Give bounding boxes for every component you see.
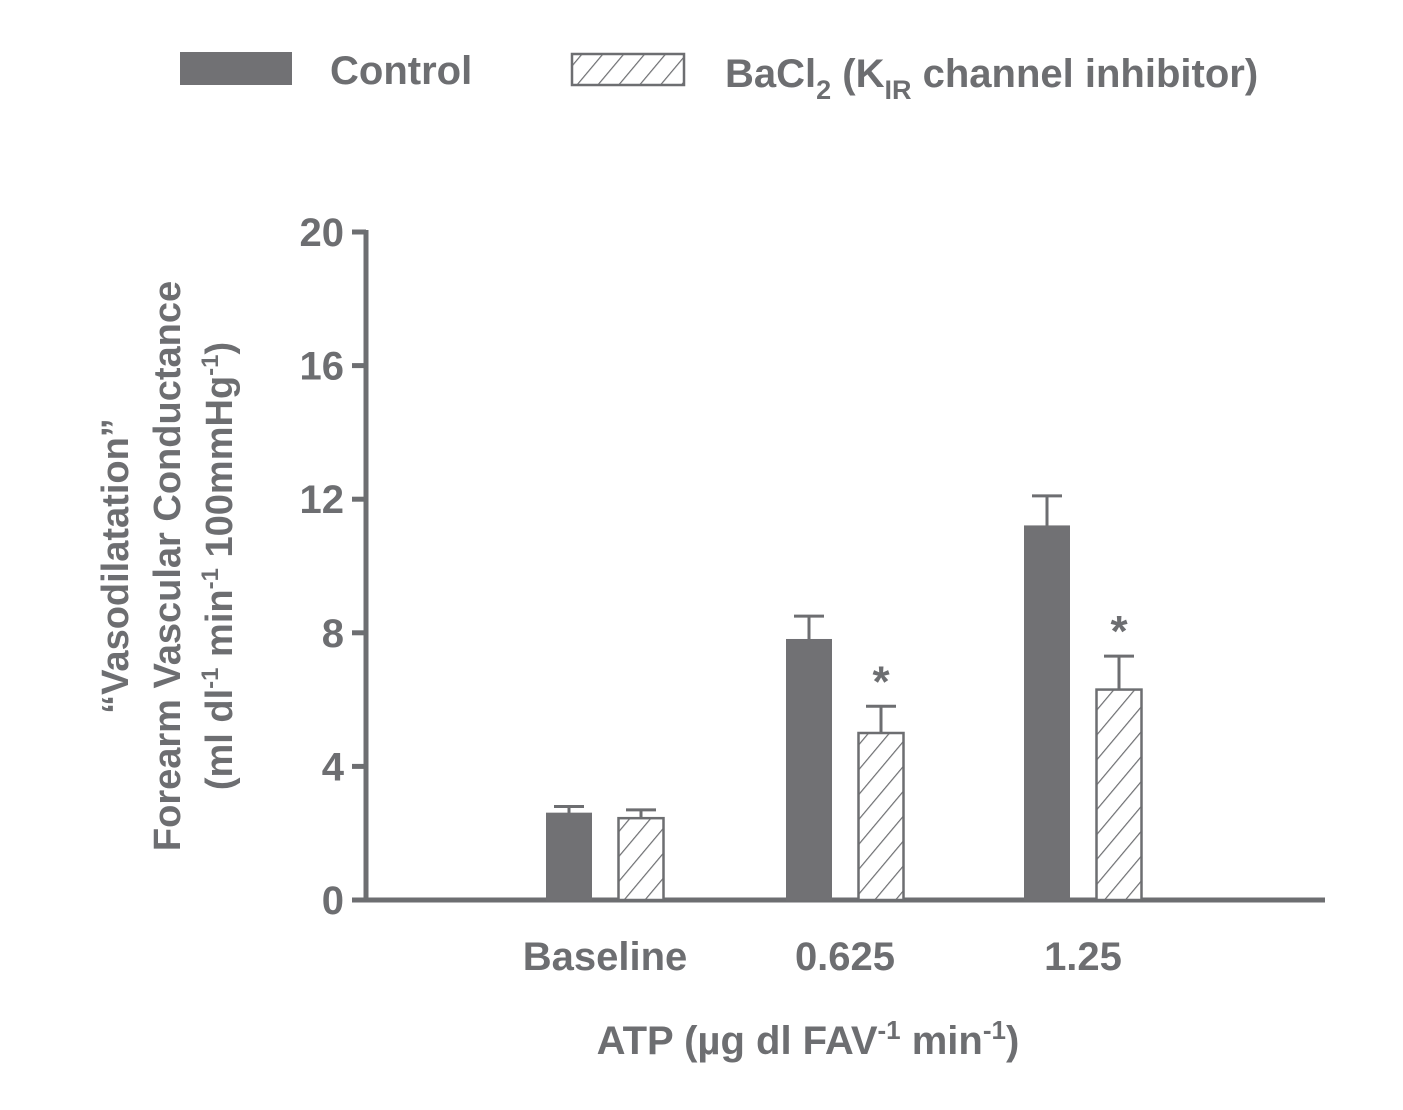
legend-control-label: Control <box>330 49 472 93</box>
legend: Control BaCl2 (KIR channel inhibitor) <box>180 49 1258 105</box>
x-tick-labels: Baseline 0.625 1.25 <box>523 935 1122 979</box>
y-tick-label: 8 <box>322 612 344 656</box>
y-axis-label: “Vasodilatation” Forearm Vascular Conduc… <box>95 281 241 851</box>
bar-control-2 <box>1024 525 1070 901</box>
y-ticks: 0 4 8 12 16 20 <box>300 211 366 923</box>
y-tick-label: 4 <box>322 745 345 789</box>
x-axis-label: ATP (µg dl FAV-1 min-1) <box>597 1015 1020 1063</box>
bars: ** <box>546 494 1143 902</box>
bar-bacl2-1 <box>857 731 905 902</box>
y-axis-label-line1: “Vasodilatation” <box>95 418 137 714</box>
significance-marker-1: * <box>872 657 890 706</box>
x-tick-label-0: Baseline <box>523 935 688 979</box>
bar-control-1 <box>786 638 832 901</box>
y-tick-label: 20 <box>300 211 345 255</box>
bar-bacl2-0 <box>617 816 665 902</box>
y-axis-label-line2: Forearm Vascular Conductance <box>147 281 189 851</box>
x-tick-label-1: 0.625 <box>795 935 895 979</box>
legend-bacl2-label: BaCl2 (KIR channel inhibitor) <box>725 52 1258 105</box>
bar-control-0 <box>546 812 592 901</box>
y-axis-label-line3: (ml dl-1 min-1 100mmHg-1) <box>197 342 241 790</box>
bar-bacl2-2 <box>1095 688 1143 902</box>
x-tick-label-2: 1.25 <box>1044 935 1122 979</box>
y-tick-label: 16 <box>300 345 345 389</box>
y-tick-label: 0 <box>322 879 344 923</box>
significance-marker-2: * <box>1110 607 1128 656</box>
y-tick-label: 12 <box>300 478 345 522</box>
legend-control-swatch <box>180 52 292 85</box>
legend-bacl2-swatch <box>570 52 686 87</box>
